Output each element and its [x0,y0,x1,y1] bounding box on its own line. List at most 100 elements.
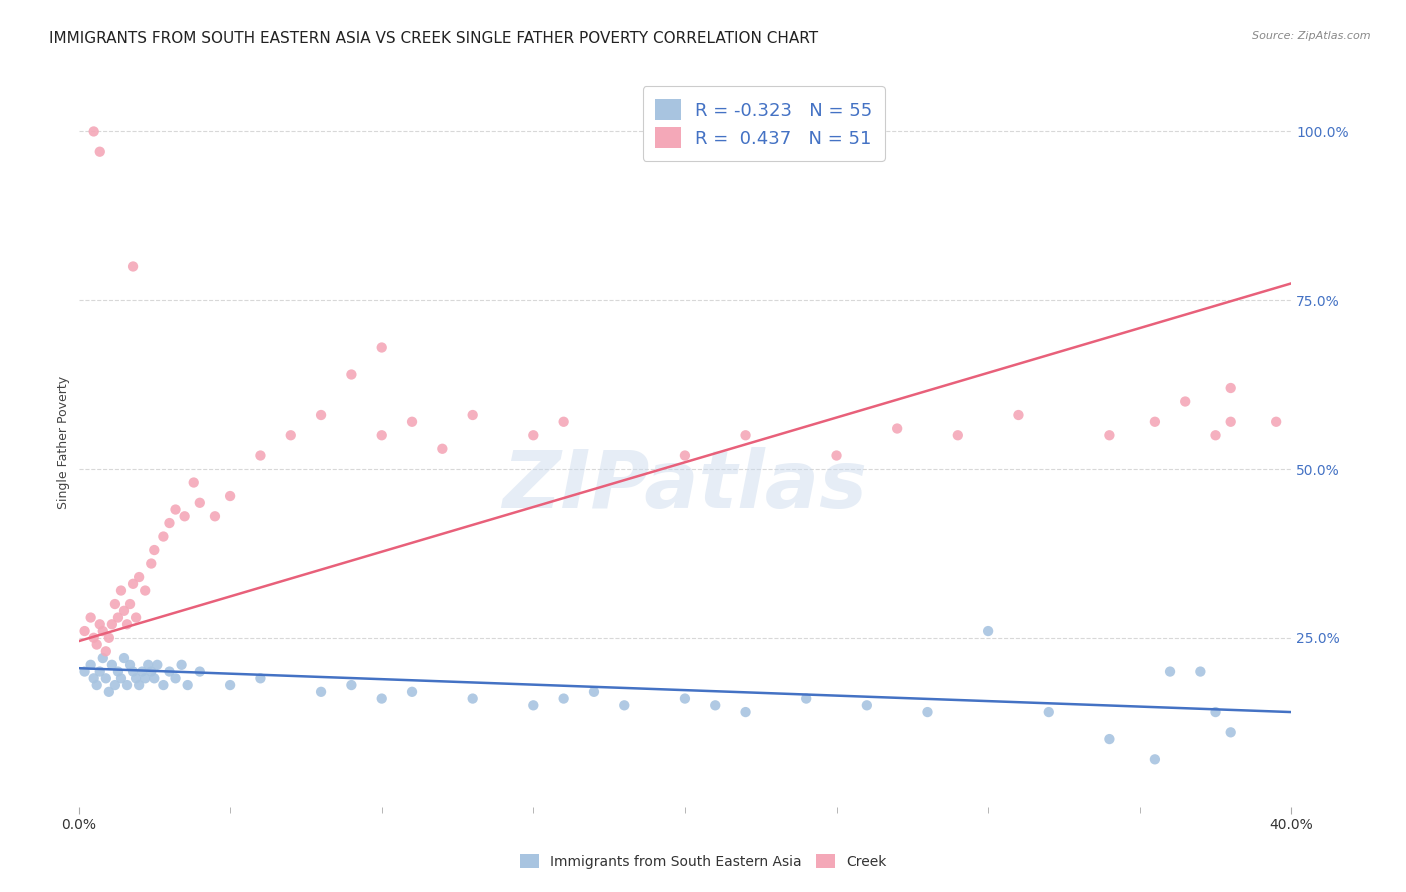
Point [104,678,127,692]
Point [734,705,756,719]
Point [1219,381,1241,395]
Point [309,408,332,422]
Point [86,638,108,652]
Point [1159,665,1181,679]
Point [89,617,111,632]
Point [188,496,211,510]
Point [89,145,111,159]
Point [183,475,205,490]
Point [120,597,142,611]
Point [159,665,181,679]
Point [173,509,195,524]
Point [141,557,163,571]
Point [1098,428,1121,442]
Legend: R = -0.323   N = 55, R =  0.437   N = 51: R = -0.323 N = 55, R = 0.437 N = 51 [643,87,884,161]
Point [159,516,181,530]
Point [522,428,544,442]
Point [134,671,156,685]
Point [553,691,575,706]
Point [1265,415,1288,429]
Point [917,705,939,719]
Point [141,665,163,679]
Point [673,449,696,463]
Point [1007,408,1029,422]
Y-axis label: Single Father Poverty: Single Father Poverty [58,376,70,508]
Point [704,698,727,713]
Point [152,529,174,543]
Point [94,644,117,658]
Point [165,502,187,516]
Point [249,449,271,463]
Point [143,671,166,685]
Point [110,583,132,598]
Point [1143,415,1166,429]
Point [146,657,169,672]
Point [125,610,148,624]
Point [125,671,148,685]
Point [143,543,166,558]
Point [794,691,817,706]
Point [249,671,271,685]
Point [128,570,150,584]
Point [977,624,1000,638]
Point [1219,415,1241,429]
Point [401,415,423,429]
Point [91,624,114,638]
Point [340,368,363,382]
Point [280,428,302,442]
Point [613,698,636,713]
Point [461,691,484,706]
Point [1098,732,1121,747]
Point [188,665,211,679]
Point [1143,752,1166,766]
Point [91,651,114,665]
Point [83,671,105,685]
Point [107,610,129,624]
Point [89,665,111,679]
Legend: Immigrants from South Eastern Asia, Creek: Immigrants from South Eastern Asia, Cree… [515,848,891,874]
Point [734,428,756,442]
Point [522,698,544,713]
Point [79,657,101,672]
Point [86,678,108,692]
Point [101,657,124,672]
Point [370,341,392,355]
Point [97,685,120,699]
Text: ZIPatlas: ZIPatlas [502,447,868,524]
Point [122,576,145,591]
Point [856,698,879,713]
Point [136,657,159,672]
Point [122,260,145,274]
Point [110,671,132,685]
Point [401,685,423,699]
Point [112,604,135,618]
Point [370,428,392,442]
Text: IMMIGRANTS FROM SOUTH EASTERN ASIA VS CREEK SINGLE FATHER POVERTY CORRELATION CH: IMMIGRANTS FROM SOUTH EASTERN ASIA VS CR… [49,31,818,46]
Point [1174,394,1197,409]
Point [219,489,242,503]
Point [122,665,145,679]
Point [432,442,454,456]
Point [673,691,696,706]
Point [370,691,392,706]
Point [115,678,138,692]
Point [79,610,101,624]
Point [115,617,138,632]
Point [1038,705,1060,719]
Point [1205,428,1227,442]
Point [152,678,174,692]
Point [131,665,153,679]
Point [1205,705,1227,719]
Point [83,631,105,645]
Point [73,665,96,679]
Text: Source: ZipAtlas.com: Source: ZipAtlas.com [1253,31,1371,41]
Point [309,685,332,699]
Point [101,617,124,632]
Point [97,631,120,645]
Point [128,678,150,692]
Point [886,421,908,435]
Point [461,408,484,422]
Point [340,678,363,692]
Point [107,665,129,679]
Point [219,678,242,692]
